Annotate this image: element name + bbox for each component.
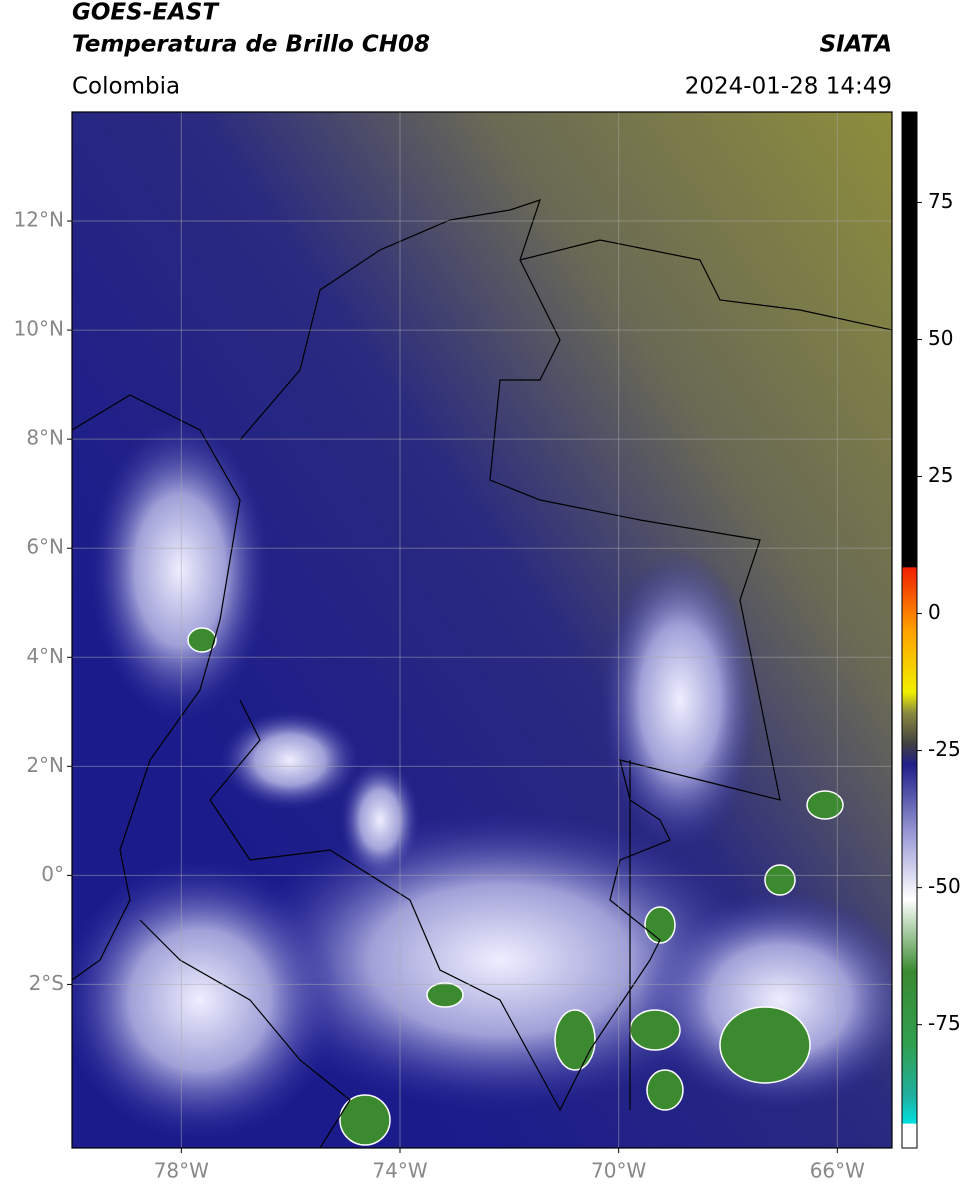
lat-tick-label: 12°N — [14, 208, 64, 232]
lon-tick-label: 66°W — [810, 1159, 865, 1183]
map-frame — [71, 111, 893, 1149]
region-label: Colombia — [72, 74, 180, 100]
colorbar — [901, 111, 918, 1149]
colorbar-tick-label: -50 — [928, 874, 961, 898]
lat-tick-label: 2°N — [26, 753, 64, 777]
lon-tick-label: 78°W — [154, 1159, 209, 1183]
lat-tick-label: 2°S — [29, 971, 64, 995]
product-title: Temperatura de Brillo CH08 — [72, 32, 430, 58]
colorbar-tick-label: 75 — [928, 189, 953, 213]
lat-tick-label: 8°N — [26, 426, 64, 450]
lat-tick-label: 6°N — [26, 535, 64, 559]
lon-tick-label: 70°W — [591, 1159, 646, 1183]
lat-tick-label: 0° — [41, 862, 64, 886]
source-label: SIATA — [820, 32, 892, 58]
satellite-image — [72, 112, 892, 1148]
colorbar-tick-label: 0 — [928, 600, 941, 624]
colorbar-tick-label: -25 — [928, 737, 961, 761]
datetime-label: 2024-01-28 14:49 — [685, 74, 892, 100]
colorbar-tick-label: 50 — [928, 326, 953, 350]
colorbar-tick-label: 25 — [928, 463, 953, 487]
graticule — [72, 112, 892, 1148]
lon-tick-label: 74°W — [372, 1159, 427, 1183]
colorbar-tick-label: -75 — [928, 1011, 961, 1035]
satellite-title: GOES-EAST — [72, 0, 220, 26]
lat-tick-label: 10°N — [14, 317, 64, 341]
lat-tick-label: 4°N — [26, 644, 64, 668]
